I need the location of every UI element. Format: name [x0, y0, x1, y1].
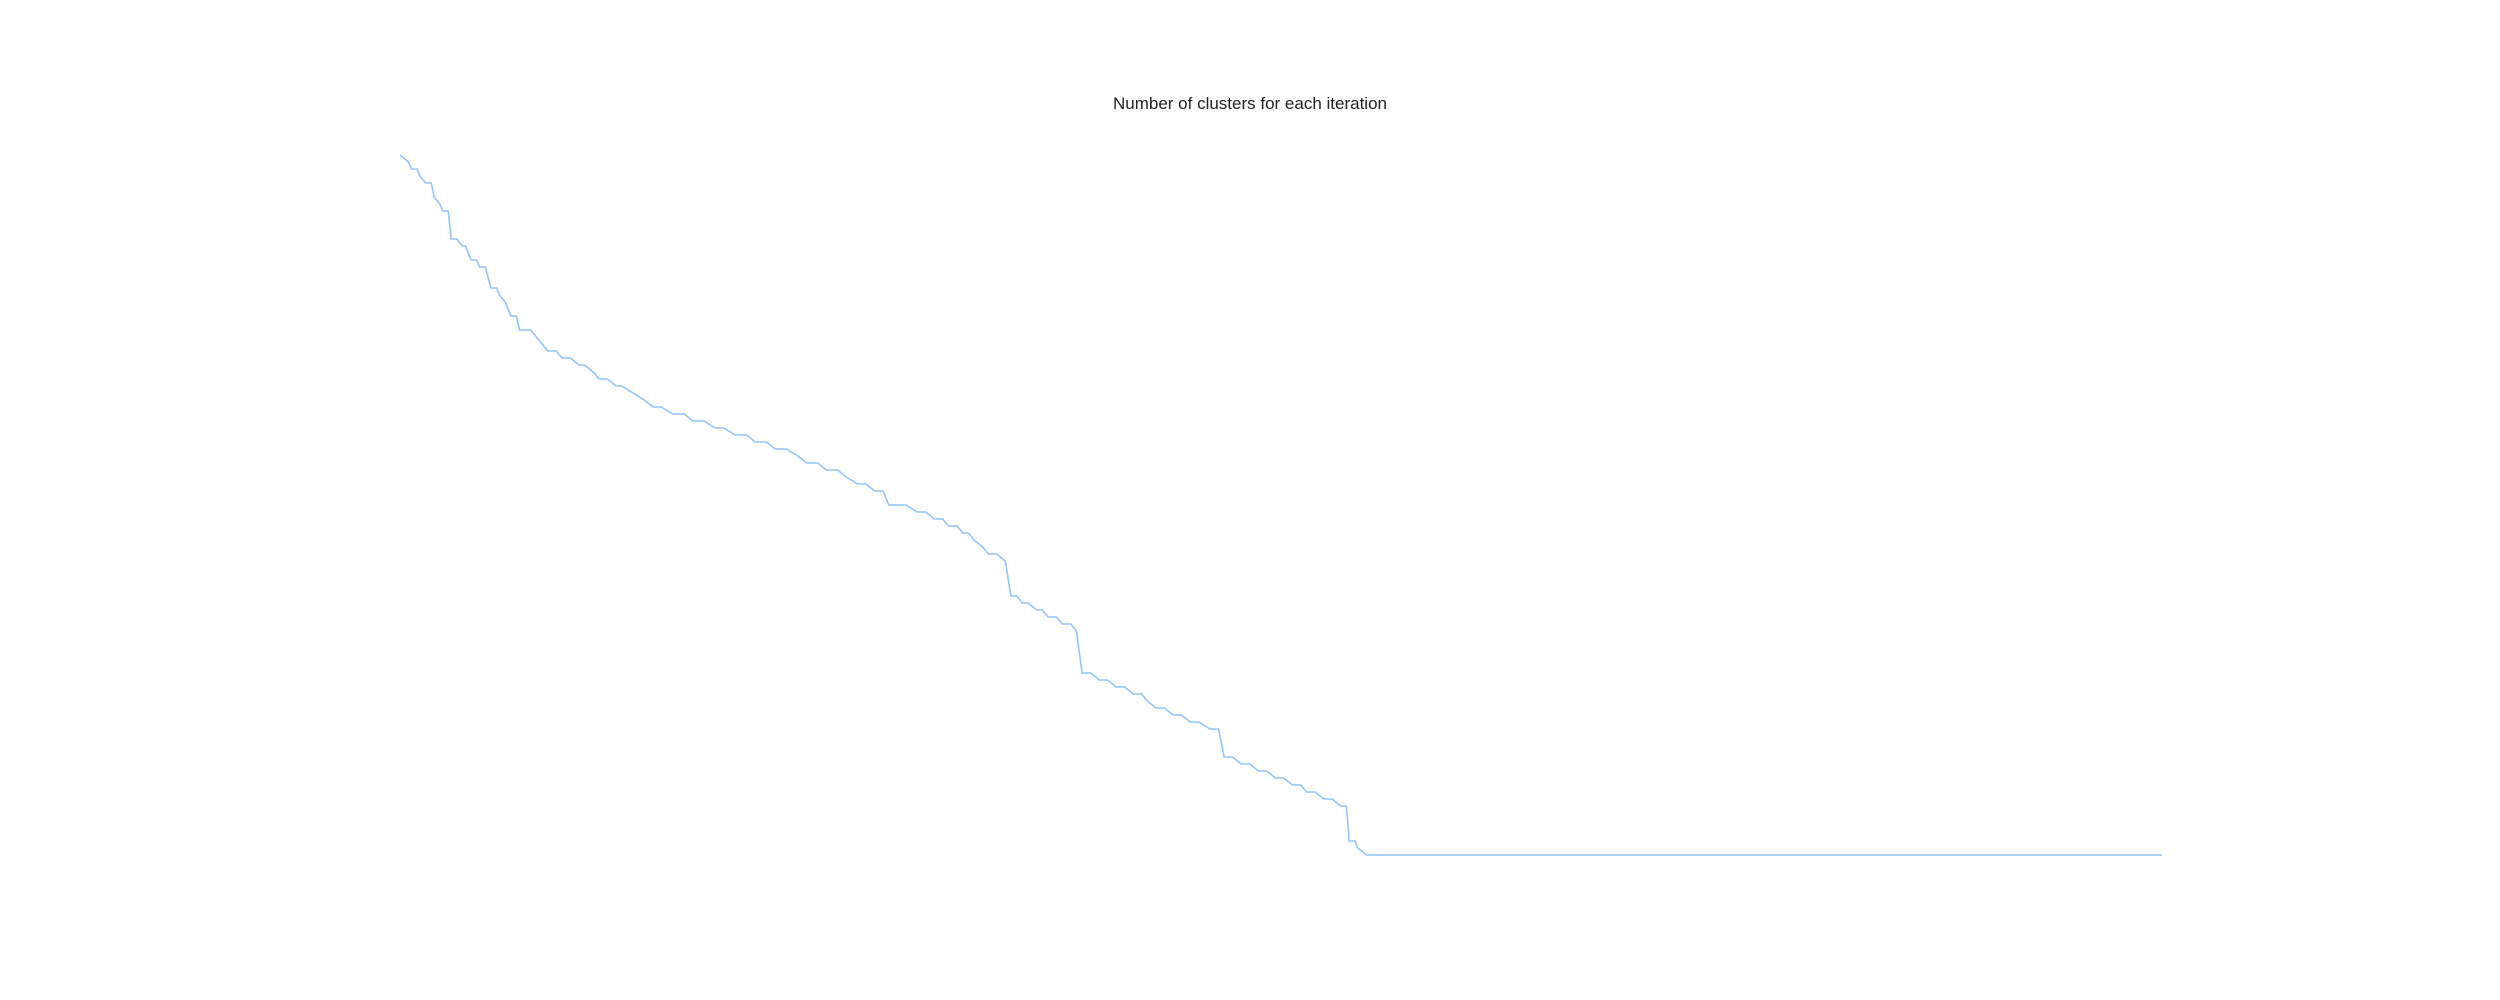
plot-area [399, 154, 2162, 856]
chart-title: Number of clusters for each iteration [1112, 94, 1387, 113]
series-line-0 [399, 154, 2162, 856]
